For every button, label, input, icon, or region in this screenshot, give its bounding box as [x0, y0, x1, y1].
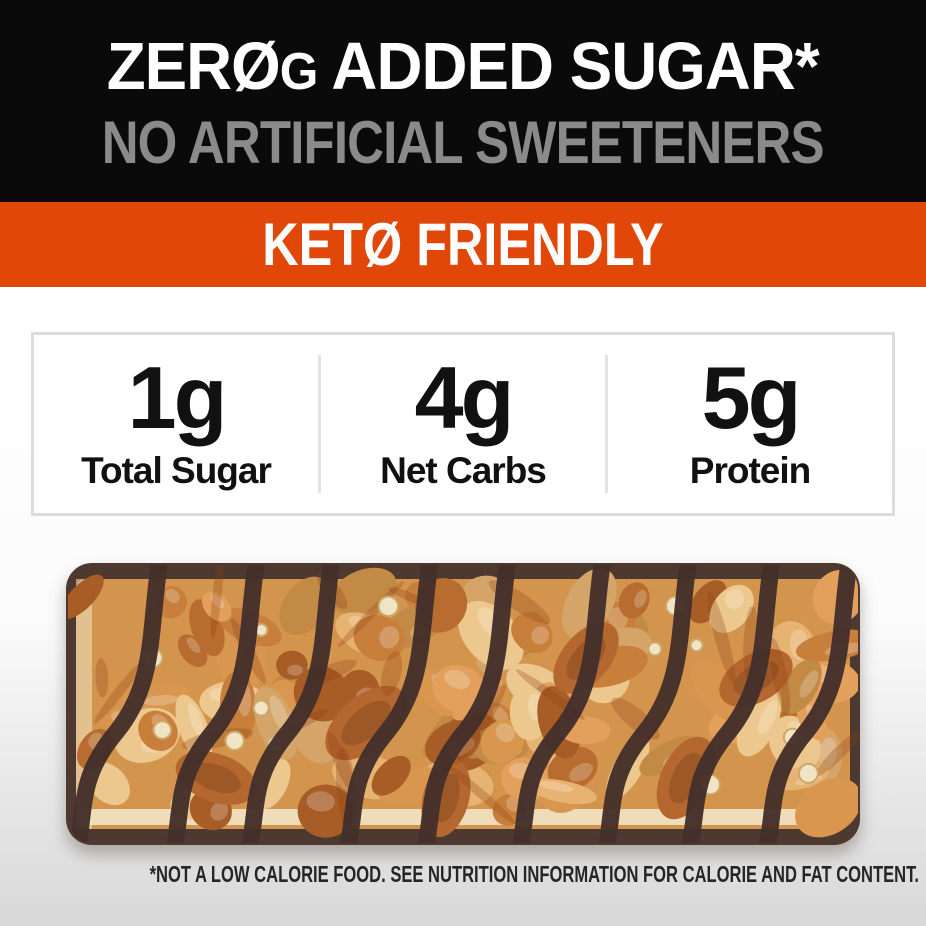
- headline-rest: ADDED SUGAR*: [331, 29, 820, 104]
- stat-protein-value: 5g: [701, 348, 802, 448]
- stat-net-carbs-value: 4g: [414, 348, 515, 448]
- keto-banner: KETØ FRIENDLY: [0, 202, 926, 287]
- stats-divider: [605, 355, 608, 493]
- headline-gram-unit: G: [280, 43, 319, 101]
- headline-zero: ZERØ: [107, 29, 281, 104]
- no-artificial-sweeteners-subheadline: NO ARTIFICIAL SWEETENERS: [102, 109, 825, 176]
- lower-section: 1g Total Sugar 4g Net Carbs 5g Protein *…: [0, 332, 926, 926]
- stat-total-sugar: 1g Total Sugar: [34, 335, 318, 513]
- stat-total-sugar-label: Total Sugar: [81, 449, 272, 491]
- stat-net-carbs-label: Net Carbs: [380, 449, 547, 491]
- stats-divider: [318, 355, 321, 493]
- snack-bar-photo-wrap: [0, 563, 926, 845]
- stat-total-sugar-value: 1g: [127, 348, 228, 448]
- added-sugar-headline: ZERØG ADDED SUGAR*: [107, 33, 820, 101]
- stat-net-carbs: 4g Net Carbs: [321, 335, 605, 513]
- footer: *NOT A LOW CALORIE FOOD. SEE NUTRITION I…: [0, 861, 926, 887]
- nutrition-stats-box: 1g Total Sugar 4g Net Carbs 5g Protein: [31, 332, 895, 516]
- stat-protein-label: Protein: [689, 449, 811, 491]
- snack-bar-photo: [66, 563, 860, 845]
- top-claim-banner: ZERØG ADDED SUGAR* NO ARTIFICIAL SWEETENE…: [0, 0, 926, 202]
- calorie-disclaimer: *NOT A LOW CALORIE FOOD. SEE NUTRITION I…: [149, 861, 920, 887]
- stat-protein: 5g Protein: [608, 335, 892, 513]
- keto-friendly-label: KETØ FRIENDLY: [262, 210, 664, 278]
